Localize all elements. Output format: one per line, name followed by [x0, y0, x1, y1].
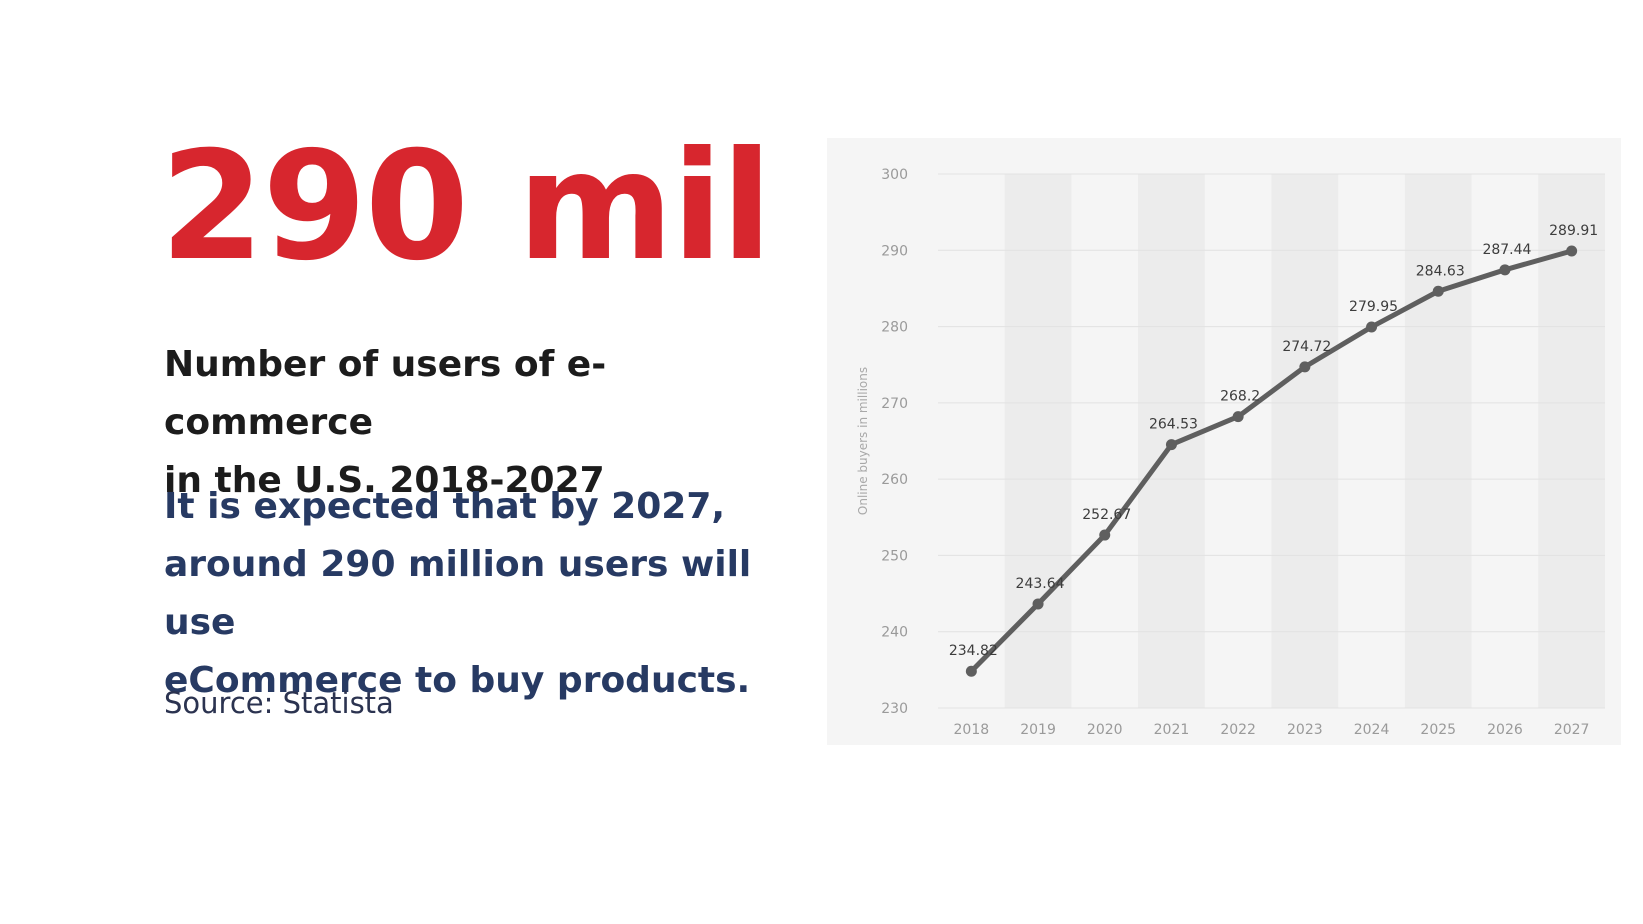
data-point — [1566, 245, 1578, 257]
column-band — [1538, 174, 1605, 708]
y-tick-label: 260 — [881, 472, 908, 488]
x-tick-label: 2018 — [954, 722, 990, 738]
headline: Number of users of e-commerce in the U.S… — [164, 336, 804, 510]
y-tick-label: 290 — [881, 243, 908, 259]
data-label: 289.91 — [1549, 223, 1598, 239]
source-note: Source: Statista — [164, 686, 394, 720]
series-line — [968, 248, 1575, 674]
x-tick-label: 2027 — [1554, 722, 1590, 738]
data-point — [1299, 361, 1311, 373]
description-line-1: It is expected that by 2027, — [164, 486, 726, 527]
column-band — [1404, 174, 1472, 708]
x-tick-label: 2024 — [1354, 722, 1390, 738]
chart-svg: 230 240 250 260 270 280 290 300 2018 2019 2020 2021… — [827, 138, 1621, 745]
data-label: 243.64 — [1016, 576, 1065, 592]
headline-line-2: in the U.S. 2018-2027 — [164, 460, 605, 501]
data-point — [1032, 598, 1044, 610]
data-point — [1165, 439, 1177, 451]
data-label: 279.95 — [1349, 299, 1398, 315]
data-point — [1499, 264, 1511, 276]
x-tick-label: 2021 — [1154, 722, 1190, 738]
description-line-2: around 290 million users will use — [164, 544, 752, 643]
data-point — [1232, 411, 1244, 423]
column-band — [1004, 174, 1072, 708]
data-label: 287.44 — [1482, 242, 1531, 258]
data-label: 264.53 — [1149, 417, 1198, 433]
headline-stat: 290 mil — [160, 120, 772, 294]
column-band — [1271, 174, 1339, 708]
data-label: 274.72 — [1282, 339, 1331, 355]
data-point — [965, 665, 977, 677]
data-label: 284.63 — [1416, 263, 1465, 279]
y-tick-label: 280 — [881, 320, 908, 336]
headline-line-1: Number of users of e-commerce — [164, 344, 607, 443]
data-point — [1432, 285, 1444, 297]
y-tick-label: 270 — [881, 396, 908, 412]
x-tick-label: 2025 — [1420, 722, 1456, 738]
line-chart: 230 240 250 260 270 280 290 300 2018 2019 2020 2021… — [827, 138, 1621, 745]
y-tick-label: 240 — [881, 625, 908, 641]
y-tick-label: 250 — [881, 548, 908, 564]
x-tick-label: 2019 — [1020, 722, 1056, 738]
x-tick-label: 2022 — [1220, 722, 1256, 738]
y-axis-title: Online buyers in millions — [856, 367, 870, 515]
x-tick-label: 2026 — [1487, 722, 1523, 738]
data-label: 252.67 — [1082, 507, 1131, 523]
chart-background — [827, 138, 1621, 745]
x-tick-label: 2020 — [1087, 722, 1123, 738]
y-tick-label: 230 — [881, 701, 908, 717]
data-point — [1099, 529, 1111, 541]
description-line-3: eCommerce to buy products. — [164, 660, 751, 701]
data-label: 234.82 — [949, 643, 998, 659]
description: It is expected that by 2027, around 290 … — [164, 478, 814, 710]
x-tick-label: 2023 — [1287, 722, 1323, 738]
data-label: 268.2 — [1220, 389, 1260, 405]
y-tick-label: 300 — [881, 167, 908, 183]
data-point — [1366, 321, 1378, 333]
